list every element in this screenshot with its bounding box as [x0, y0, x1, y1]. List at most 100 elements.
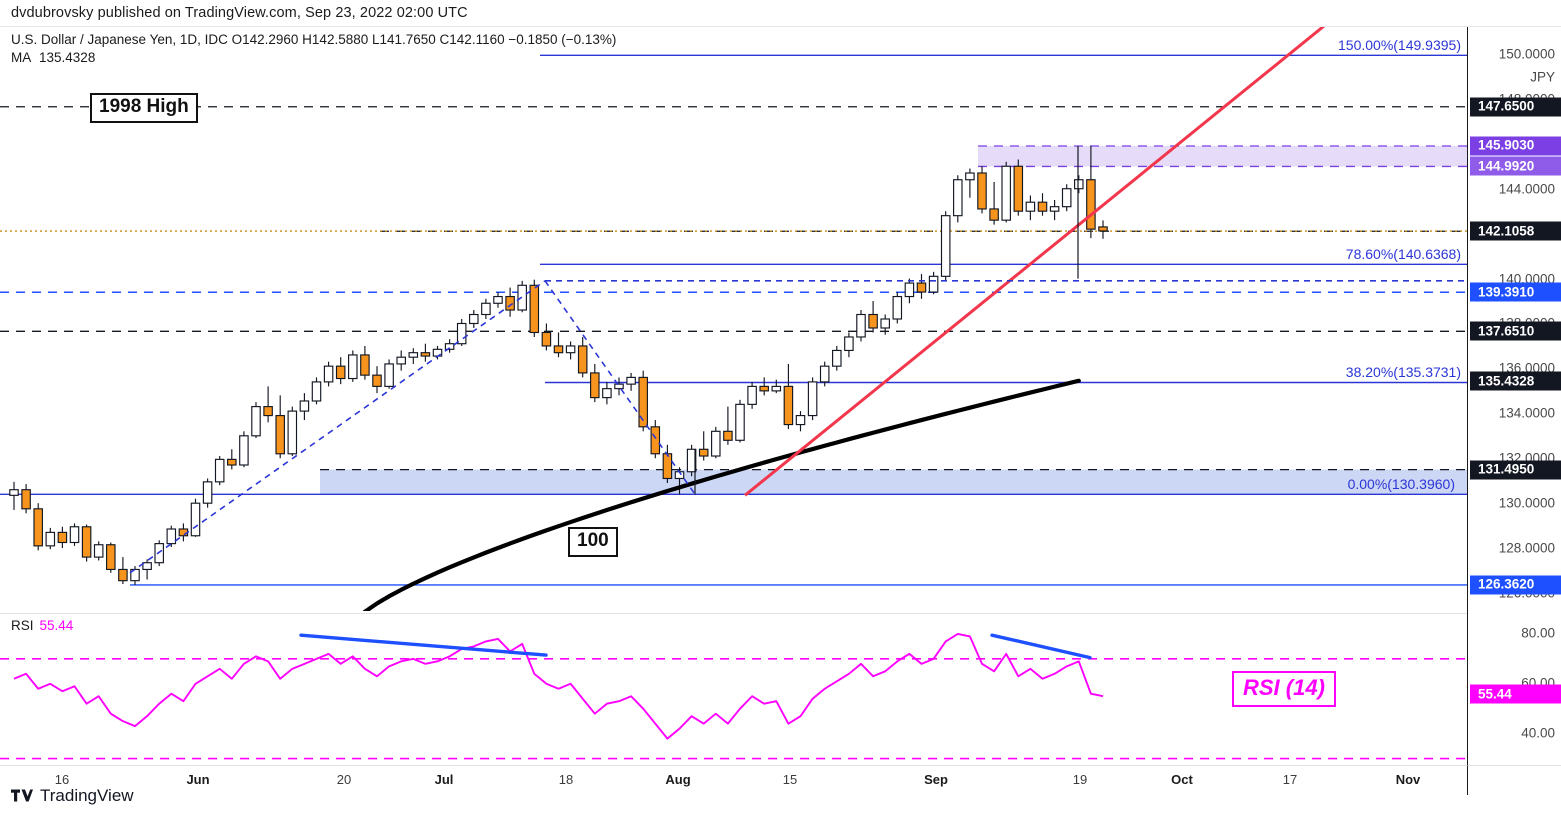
candle-body: [93, 544, 104, 558]
rsi-pane[interactable]: RSI 55.44 RSI (14): [0, 613, 1467, 766]
time-tick: 18: [558, 772, 574, 787]
candle-body: [420, 352, 431, 357]
candle-body: [166, 528, 177, 545]
candle: [686, 444, 697, 477]
price-axis-label[interactable]: 135.4328: [1470, 371, 1561, 391]
candle-body: [456, 322, 467, 345]
annotation-ma-100[interactable]: 100: [568, 527, 618, 558]
candle: [106, 542, 116, 573]
rsi-annotation-tag[interactable]: RSI (14): [1232, 671, 1336, 707]
candle: [45, 527, 56, 550]
annotation-1998-high[interactable]: 1998 High: [90, 92, 198, 123]
zone-resistance: [978, 145, 1467, 167]
candle-body: [348, 354, 358, 380]
candle: [420, 343, 431, 362]
candle-body: [190, 502, 201, 537]
time-tick: Nov: [1395, 772, 1421, 787]
candle: [275, 395, 285, 459]
candle-body: [275, 415, 285, 455]
time-tick: 16: [54, 772, 70, 787]
candle: [202, 478, 213, 508]
candle-body: [686, 448, 697, 473]
candle: [844, 332, 854, 358]
price-axis-label[interactable]: 126.3620: [1470, 575, 1561, 595]
fib-caption-150: 150.00%(149.9395): [1338, 37, 1461, 54]
candle-body: [795, 415, 806, 426]
candle-body: [21, 489, 31, 510]
candle-body: [311, 381, 322, 402]
price-tick: 128.0000: [1498, 540, 1555, 556]
price-axis-label[interactable]: 142.1058: [1470, 221, 1561, 241]
candle: [335, 357, 346, 385]
candle-body: [650, 426, 661, 455]
candle-body: [1049, 206, 1060, 212]
rsi-legend-value: 55.44: [39, 618, 74, 633]
candle-body: [396, 356, 406, 365]
candle: [21, 484, 31, 514]
candle: [57, 526, 68, 549]
candle: [469, 310, 479, 328]
candle-body: [844, 336, 854, 352]
candle: [953, 175, 963, 223]
candle: [650, 420, 661, 459]
candle-body: [711, 430, 721, 457]
time-tick: 17: [1282, 772, 1298, 787]
rsi-tick: 40.00: [1521, 725, 1555, 741]
candle-body: [638, 376, 648, 428]
candle-body: [1025, 201, 1036, 212]
candle-body: [505, 295, 515, 311]
candle: [832, 345, 842, 371]
price-axis-label[interactable]: 137.6510: [1470, 321, 1561, 341]
price-axis-label[interactable]: 145.9030: [1470, 136, 1561, 156]
candle-body: [323, 365, 334, 383]
time-tick: Oct: [1171, 772, 1193, 787]
time-tick: Jun: [186, 772, 210, 787]
price-pane[interactable]: U.S. Dollar / Japanese Yen, 1D, IDC O142…: [0, 27, 1467, 611]
candle: [723, 406, 733, 445]
candle: [130, 566, 140, 585]
candle: [602, 381, 612, 405]
price-tick: 134.0000: [1498, 405, 1555, 421]
publication-text: dvdubrovsky published on TradingView.com…: [11, 5, 468, 21]
candle: [795, 411, 806, 432]
candle-body: [783, 385, 794, 426]
candle: [735, 399, 745, 443]
tradingview-logo-icon: [11, 788, 33, 804]
price-plot[interactable]: [0, 27, 1467, 611]
rsi-plot[interactable]: [0, 614, 1467, 766]
price-axis-label[interactable]: 131.4950: [1470, 460, 1561, 480]
candle-body: [953, 179, 963, 217]
candle: [904, 278, 915, 304]
tradingview-wordmark: TradingView: [40, 786, 134, 805]
candle: [1001, 161, 1011, 223]
candle: [577, 336, 588, 378]
candle-body: [469, 313, 479, 325]
candle-body: [904, 282, 915, 298]
time-axis[interactable]: 16 Jun 20 Jul 18 Aug 15 Sep 19 Oct 17 Nov: [0, 765, 1467, 795]
candle-body: [771, 385, 782, 392]
price-axis-label[interactable]: 147.6500: [1470, 97, 1561, 117]
candle: [711, 426, 721, 459]
zone-support: [320, 469, 1467, 495]
candle: [747, 381, 757, 409]
candle-body: [940, 215, 951, 277]
red-trendline: [744, 27, 1326, 497]
candle: [93, 541, 104, 561]
price-axis-label[interactable]: 144.9920: [1470, 156, 1561, 176]
legend-symbol-line: U.S. Dollar / Japanese Yen, 1D, IDC O142…: [11, 32, 617, 47]
price-axis-label[interactable]: 139.3910: [1470, 282, 1561, 302]
candle-body: [9, 489, 19, 496]
candle-body: [541, 331, 552, 347]
candle: [348, 350, 358, 382]
candle: [311, 377, 322, 405]
candle: [360, 345, 370, 380]
price-axis[interactable]: JPY 150.0000148.0000146.0000144.0000142.…: [1467, 27, 1561, 765]
candle: [868, 301, 878, 333]
rsi-value-label[interactable]: 55.44: [1470, 684, 1561, 704]
time-tick: 19: [1072, 772, 1088, 787]
price-tick: 130.0000: [1498, 495, 1555, 511]
rsi-tick: 80.00: [1521, 625, 1555, 641]
candle-body: [807, 381, 818, 417]
candle-body: [384, 363, 394, 387]
candle-body: [1013, 165, 1024, 212]
